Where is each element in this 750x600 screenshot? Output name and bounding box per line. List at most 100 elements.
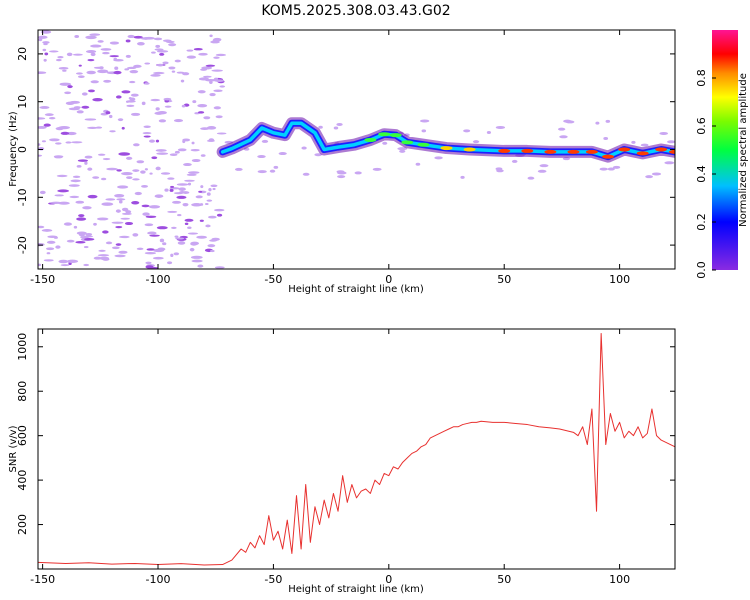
noise-blob — [206, 192, 211, 196]
noise-blob — [195, 195, 203, 199]
noise-blob — [154, 194, 164, 198]
noise-blob — [153, 37, 163, 41]
noise-blob — [631, 140, 636, 144]
noise-blob — [48, 50, 59, 53]
noise-blob — [213, 106, 221, 110]
colorbar-tick-label: 0.2 — [695, 213, 708, 231]
noise-blob — [125, 39, 131, 43]
noise-blob — [127, 66, 137, 70]
noise-blob — [96, 217, 109, 221]
noise-blob — [181, 104, 186, 108]
noise-blob — [486, 131, 491, 135]
noise-blob — [152, 256, 164, 260]
colorbar: 0.0 0.2 0.4 0.6 0.8 Normalized spectral ampl… — [695, 30, 749, 279]
noise-blob — [77, 75, 85, 79]
noise-blob — [70, 179, 81, 183]
noise-blob — [664, 161, 675, 165]
noise-blob — [149, 172, 153, 175]
snr-ytick-label: 800 — [16, 381, 29, 402]
noise-blob — [354, 171, 362, 175]
noise-blob — [203, 116, 211, 120]
noise-blob — [97, 40, 104, 43]
noise-blob — [42, 48, 47, 52]
noise-blob — [130, 93, 139, 97]
noise-blob — [207, 215, 217, 219]
noise-blob — [216, 213, 223, 217]
noise-blob — [168, 43, 177, 47]
noise-blob — [187, 182, 192, 186]
noise-blob — [154, 111, 164, 115]
noise-blob — [44, 52, 49, 56]
noise-blob — [210, 184, 218, 188]
noise-blob — [197, 90, 206, 94]
noise-blob — [82, 206, 92, 210]
noise-blob — [69, 195, 80, 199]
noise-blob — [121, 126, 125, 130]
noise-blob — [257, 155, 266, 159]
noise-blob — [278, 152, 287, 156]
noise-blob — [85, 35, 97, 40]
noise-blob — [85, 232, 93, 236]
noise-blob — [156, 50, 169, 53]
noise-blob — [149, 234, 160, 237]
noise-blob — [62, 69, 67, 72]
noise-blob — [156, 226, 168, 230]
noise-blob — [420, 119, 430, 123]
noise-blob — [197, 111, 205, 114]
noise-blob — [164, 188, 169, 192]
noise-blob — [200, 68, 208, 71]
noise-blob — [155, 149, 167, 152]
noise-blob — [58, 66, 69, 70]
noise-blob — [174, 235, 179, 238]
noise-blob — [126, 104, 135, 108]
spectrogram-ytick-label: 20 — [16, 47, 29, 61]
noise-blob — [156, 152, 169, 155]
noise-blob — [78, 64, 82, 67]
noise-blob — [178, 187, 186, 191]
noise-blob — [66, 259, 79, 264]
noise-blob — [539, 164, 549, 168]
noise-blob — [158, 119, 167, 123]
noise-blob — [66, 131, 77, 136]
noise-blob — [537, 169, 547, 173]
noise-blob — [215, 53, 227, 57]
spectrogram-xtick-label: 50 — [497, 273, 511, 286]
noise-blob — [186, 55, 197, 59]
noise-blob — [87, 194, 98, 199]
noise-blob — [116, 169, 122, 172]
noise-blob — [337, 175, 346, 179]
noise-blob — [87, 167, 93, 171]
noise-blob — [144, 82, 150, 85]
noise-blob — [434, 156, 443, 160]
colorbar-tick-label: 0.6 — [695, 117, 708, 135]
noise-blob — [155, 139, 160, 143]
spectrogram-xtick-label: 100 — [609, 273, 630, 286]
noise-blob — [76, 217, 87, 221]
noise-blob — [141, 185, 148, 188]
noise-blob — [38, 38, 43, 42]
noise-blob — [48, 116, 56, 120]
noise-blob — [163, 97, 172, 101]
noise-blob — [667, 140, 675, 144]
ridge-hotspot — [463, 147, 476, 152]
noise-blob — [184, 222, 189, 225]
noise-blob — [186, 173, 197, 176]
noise-blob — [127, 34, 135, 39]
noise-blob — [54, 156, 63, 159]
noise-blob — [64, 91, 72, 95]
noise-blob — [78, 214, 85, 218]
noise-blob — [49, 138, 60, 142]
noise-blob — [130, 112, 141, 116]
snr-xtick-label: 50 — [497, 573, 511, 586]
noise-blob — [105, 198, 116, 201]
noise-blob — [136, 41, 145, 46]
noise-blob — [212, 187, 216, 191]
noise-blob — [97, 153, 106, 156]
noise-blob — [182, 138, 191, 142]
noise-blob — [85, 50, 97, 54]
noise-blob — [382, 141, 388, 145]
noise-blob — [151, 51, 156, 54]
noise-blob — [120, 217, 131, 220]
noise-blob — [56, 174, 68, 178]
noise-blob — [129, 70, 139, 74]
